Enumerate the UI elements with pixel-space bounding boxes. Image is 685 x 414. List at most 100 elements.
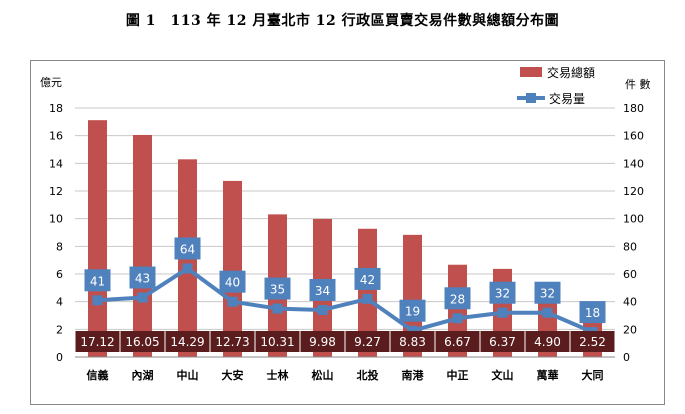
bar-series (88, 120, 602, 357)
legend-bar-label: 交易總額 (547, 65, 595, 80)
left-tick-label: 12 (49, 185, 63, 198)
legend-line-label: 交易量 (549, 91, 585, 106)
category-label: 松山 (312, 368, 334, 382)
line-data-label: 43 (135, 272, 150, 286)
category-label: 中正 (447, 368, 469, 382)
line-label-box (129, 266, 156, 289)
bar-data-label: 8.83 (399, 335, 426, 349)
bar-data-label: 17.12 (80, 335, 114, 349)
axes: 024681012141618020406080100120140160180信… (49, 102, 644, 382)
line-point (92, 295, 103, 306)
bar-label-box (345, 331, 390, 352)
line-data-label: 35 (270, 283, 285, 297)
bar-data-label: 2.52 (579, 335, 606, 349)
category-label: 士林 (267, 368, 289, 382)
line-path (97, 266, 594, 334)
category-label: 大安 (222, 368, 244, 382)
left-tick-label: 18 (49, 102, 63, 115)
line-data-label: 41 (90, 274, 105, 288)
page-title: 圖 1 113 年 12 月臺北市 12 行政區買賣交易件數與總額分布圖 (125, 13, 560, 29)
line-label-box (264, 277, 291, 300)
left-tick-label: 16 (49, 130, 63, 143)
bar-label-box (435, 331, 480, 352)
line-point (407, 325, 418, 336)
right-tick-label: 80 (623, 240, 637, 253)
line-point (272, 303, 283, 314)
line-data-label: 18 (585, 306, 600, 320)
line-label-box (579, 301, 606, 324)
line-data-label: 32 (540, 287, 555, 301)
chart-frame (30, 60, 665, 405)
line-data-label: 28 (450, 292, 465, 306)
line-point (182, 263, 193, 274)
line-series: 41 43 64 40 35 34 42 19 28 32 32 18 17.12 16.05 14.29 1… (75, 237, 615, 352)
category-label: 大同 (582, 368, 604, 382)
line-data-label: 19 (405, 305, 420, 319)
line-point (452, 313, 463, 324)
category-label: 中山 (177, 368, 199, 382)
line-point (362, 293, 373, 304)
line-label-box (489, 281, 516, 304)
line-data-label: 34 (315, 284, 330, 298)
line-data-label: 42 (360, 273, 375, 287)
line-label-box (309, 278, 336, 301)
bar-data-label: 6.67 (444, 335, 471, 349)
legend-bar-swatch (520, 67, 542, 77)
left-tick-label: 0 (56, 351, 63, 364)
category-label: 內湖 (132, 368, 154, 382)
category-label: 信義 (87, 368, 109, 382)
bar-label-box (390, 331, 435, 352)
bar (358, 228, 377, 357)
line-point (497, 307, 508, 318)
line-data-label: 32 (495, 287, 510, 301)
left-tick-label: 6 (56, 268, 63, 281)
bar-data-label: 14.29 (170, 335, 204, 349)
bar-data-label: 12.73 (215, 335, 249, 349)
category-label: 北投 (357, 368, 379, 382)
right-axis-label: 件 數 (625, 78, 651, 91)
right-tick-label: 180 (623, 102, 644, 115)
line-label-box (399, 299, 426, 322)
left-tick-label: 8 (56, 240, 63, 253)
grid-lines (75, 107, 615, 358)
line-label-box (354, 267, 381, 290)
right-tick-label: 60 (623, 268, 637, 281)
left-tick-label: 4 (56, 296, 63, 309)
right-tick-label: 0 (623, 351, 630, 364)
bar-data-label: 4.90 (534, 335, 561, 349)
right-tick-label: 40 (623, 296, 637, 309)
line-point (317, 304, 328, 315)
line-data-label: 40 (225, 276, 240, 290)
bar-label-box (525, 331, 570, 352)
bar-label-box (570, 331, 615, 352)
line-label-box (534, 281, 561, 304)
line-point (542, 307, 553, 318)
left-tick-label: 14 (49, 157, 63, 170)
bar (133, 134, 152, 357)
line-point (227, 296, 238, 307)
bar-data-label: 9.27 (354, 335, 381, 349)
line-point (137, 292, 148, 303)
left-tick-label: 10 (49, 213, 63, 226)
bar-label-box (165, 331, 210, 352)
line-label-box (84, 269, 111, 292)
bar-data-label: 9.98 (309, 335, 336, 349)
line-label-box (444, 287, 471, 310)
category-label: 萬華 (537, 368, 559, 382)
bar-data-label: 6.37 (489, 335, 516, 349)
bar-label-box (255, 331, 300, 352)
left-tick-label: 2 (56, 323, 63, 336)
bar (88, 120, 107, 357)
bar-data-label: 16.05 (125, 335, 159, 349)
bar (223, 180, 242, 357)
bar-data-label: 10.31 (260, 335, 294, 349)
bar-label-box (480, 331, 525, 352)
left-axis-label: 億元 (40, 76, 62, 89)
right-tick-label: 20 (623, 323, 637, 336)
right-tick-label: 120 (623, 185, 644, 198)
line-data-label: 64 (180, 242, 195, 256)
category-label: 文山 (492, 368, 514, 382)
right-tick-label: 140 (623, 157, 644, 170)
right-tick-label: 100 (623, 213, 644, 226)
